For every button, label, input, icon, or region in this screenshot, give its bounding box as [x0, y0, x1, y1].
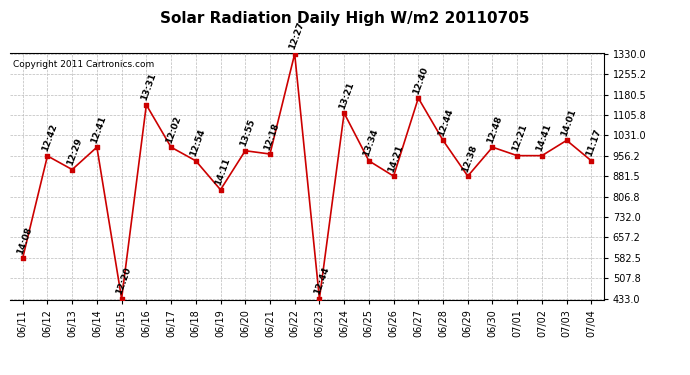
Point [239, 148, 250, 154]
Point [116, 296, 127, 302]
Text: 14:11: 14:11 [213, 157, 232, 187]
Point [190, 158, 201, 164]
Text: 14:21: 14:21 [386, 143, 405, 173]
Point [289, 51, 300, 57]
Text: 14:41: 14:41 [535, 123, 553, 153]
Text: 12:29: 12:29 [65, 137, 83, 167]
Point [561, 137, 572, 143]
Point [339, 110, 350, 116]
Text: 13:34: 13:34 [362, 128, 380, 158]
Point [91, 144, 102, 150]
Text: Copyright 2011 Cartronics.com: Copyright 2011 Cartronics.com [13, 60, 155, 69]
Point [462, 173, 473, 179]
Text: 12:40: 12:40 [411, 65, 429, 95]
Point [487, 144, 498, 150]
Text: Solar Radiation Daily High W/m2 20110705: Solar Radiation Daily High W/m2 20110705 [160, 11, 530, 26]
Point [141, 102, 152, 108]
Text: 11:17: 11:17 [584, 128, 602, 158]
Text: 12:54: 12:54 [189, 128, 207, 158]
Point [314, 296, 325, 302]
Point [437, 137, 448, 143]
Text: 12:20: 12:20 [115, 266, 132, 296]
Point [536, 153, 547, 159]
Point [512, 153, 523, 159]
Text: 12:18: 12:18 [263, 121, 281, 151]
Text: 12:38: 12:38 [461, 143, 479, 173]
Point [166, 144, 177, 150]
Point [364, 158, 375, 164]
Text: 13:21: 13:21 [337, 80, 355, 110]
Text: 14:08: 14:08 [16, 225, 34, 255]
Text: 12:02: 12:02 [164, 114, 182, 144]
Point [42, 153, 53, 159]
Text: 13:55: 13:55 [238, 118, 257, 148]
Text: 12:21: 12:21 [510, 123, 529, 153]
Text: 13:31: 13:31 [139, 72, 157, 102]
Point [264, 151, 275, 157]
Text: 12:48: 12:48 [486, 114, 504, 144]
Point [17, 255, 28, 261]
Text: 12:42: 12:42 [41, 123, 59, 153]
Point [388, 173, 399, 179]
Point [413, 95, 424, 101]
Point [586, 158, 597, 164]
Text: 14:01: 14:01 [560, 108, 578, 138]
Text: 12:41: 12:41 [90, 114, 108, 144]
Text: 12:44: 12:44 [313, 266, 331, 296]
Text: 12:27: 12:27 [288, 21, 306, 51]
Point [215, 187, 226, 193]
Point [67, 166, 78, 172]
Text: 12:44: 12:44 [436, 107, 454, 138]
